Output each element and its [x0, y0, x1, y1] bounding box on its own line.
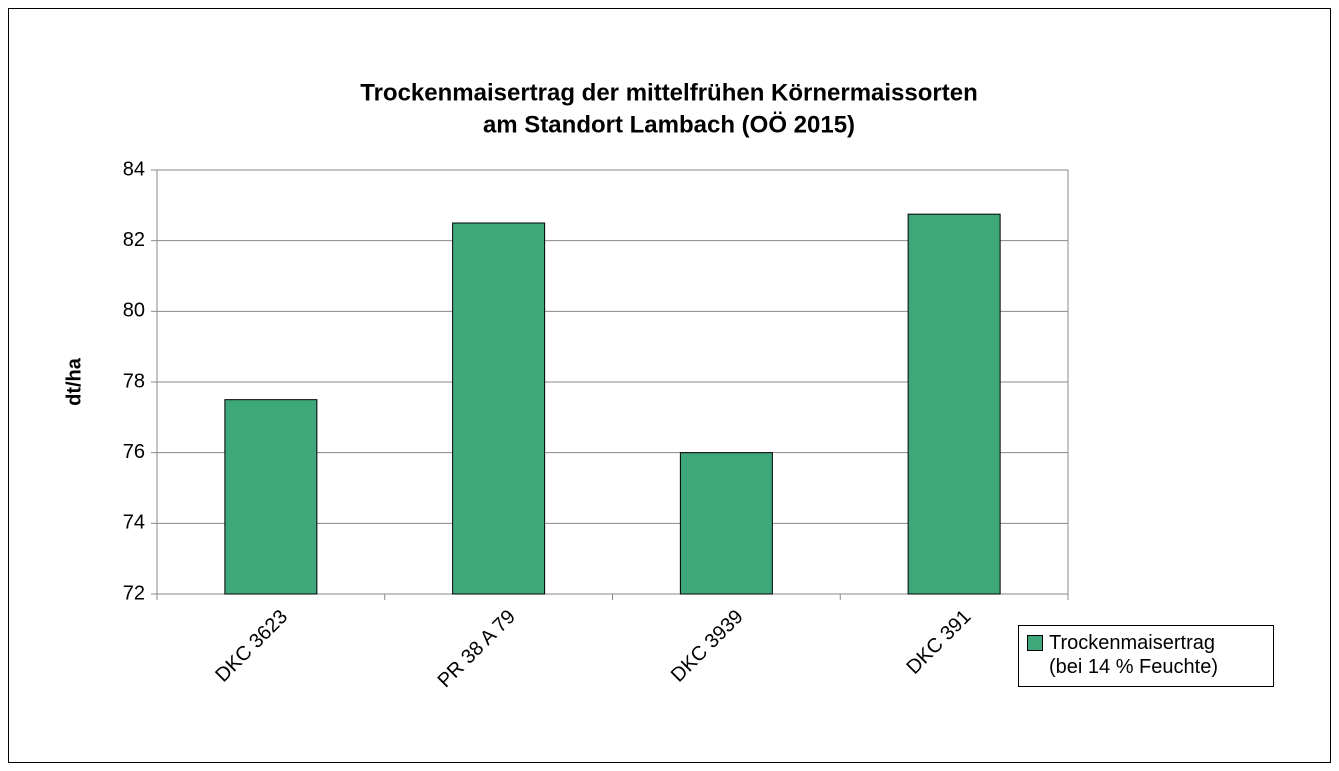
bar: [224, 399, 318, 595]
legend: Trockenmaisertrag (bei 14 % Feuchte): [1018, 625, 1274, 687]
x-tick-label: DKC 3939: [667, 606, 748, 687]
y-tick-label: 82: [123, 229, 145, 251]
y-axis-label: dt/ha: [63, 357, 85, 406]
bar: [452, 222, 546, 595]
legend-label: Trockenmaisertrag (bei 14 % Feuchte): [1049, 632, 1218, 678]
chart-title: Trockenmaisertrag der mittelfrühen Körne…: [360, 79, 978, 106]
chart-title: am Standort Lambach (OÖ 2015): [483, 111, 855, 138]
x-tick-label: DKC 391: [902, 606, 975, 679]
x-tick-label: PR 38 A 79: [434, 606, 520, 692]
chart-border: [8, 8, 1331, 763]
x-tick-label: DKC 3623: [211, 606, 292, 687]
y-tick-label: 74: [123, 512, 145, 534]
y-tick-label: 78: [123, 370, 145, 392]
y-tick-label: 76: [123, 441, 145, 463]
y-tick-label: 84: [123, 158, 145, 180]
y-tick-label: 80: [123, 300, 145, 322]
legend-swatch: [1027, 635, 1043, 651]
bar: [907, 213, 1001, 595]
bar: [679, 452, 773, 595]
y-tick-label: 72: [123, 582, 145, 604]
